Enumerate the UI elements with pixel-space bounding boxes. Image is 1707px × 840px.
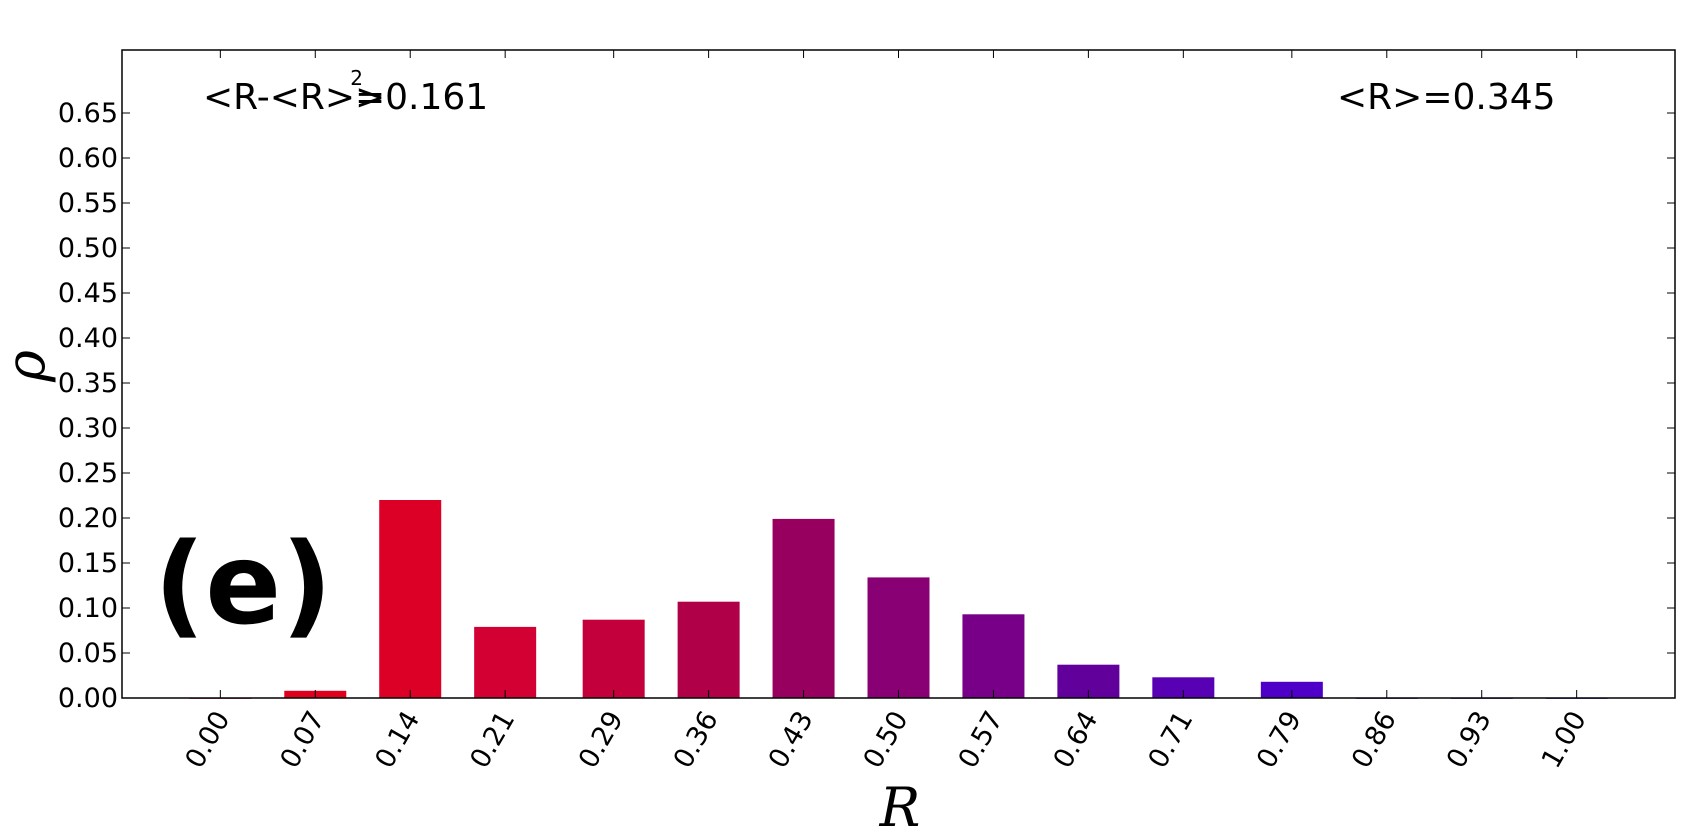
x-tick-label-0.21: 0.21 — [464, 706, 521, 774]
mean-annotation: <R>=0.345 — [1337, 77, 1556, 118]
x-tick-label-0.43: 0.43 — [763, 706, 820, 774]
y-tick-label-0.20: 0.20 — [58, 503, 118, 534]
panel-label: (e) — [154, 520, 332, 650]
bar-0.21 — [474, 626, 537, 698]
bar-0.14 — [379, 500, 442, 698]
bar-0.50 — [867, 577, 930, 698]
x-tick-label-0.50: 0.50 — [858, 706, 915, 774]
x-tick-label-0.07: 0.07 — [274, 706, 331, 774]
x-tick-label-0.29: 0.29 — [573, 706, 630, 774]
x-tick-label-0.36: 0.36 — [668, 706, 725, 774]
y-tick-label-0.15: 0.15 — [58, 548, 118, 579]
y-tick-label-0.10: 0.10 — [58, 593, 118, 624]
x-tick-label-0.86: 0.86 — [1346, 706, 1403, 774]
x-tick-label-0.93: 0.93 — [1441, 706, 1498, 774]
bar-0.43 — [772, 518, 835, 698]
x-tick-label-1.00: 1.00 — [1536, 706, 1593, 774]
bar-0.79 — [1260, 681, 1323, 698]
x-tick-label-0.14: 0.14 — [369, 706, 426, 774]
plot-frame — [121, 49, 1676, 699]
x-tick-label-0.57: 0.57 — [953, 706, 1010, 774]
variance-value: =0.161 — [355, 77, 488, 118]
y-tick-label-0.45: 0.45 — [58, 278, 118, 309]
x-tick-label-0.00: 0.00 — [179, 706, 236, 774]
y-tick-label-0.60: 0.60 — [58, 143, 118, 174]
y-tick-label-0.30: 0.30 — [58, 413, 118, 444]
y-tick-label-0.50: 0.50 — [58, 233, 118, 264]
y-axis-label: ρ — [0, 350, 57, 383]
variance-text: <R-<R>> — [203, 77, 385, 118]
y-tick-label-0.65: 0.65 — [58, 98, 118, 129]
bar-0.71 — [1152, 677, 1215, 698]
bar-0.36 — [677, 601, 740, 698]
y-axis-ticks: 0.00 0.05 0.10 0.15 0.20 0.25 0.30 0.35 0.40 0.45… — [58, 98, 1675, 714]
y-tick-label-0.55: 0.55 — [58, 188, 118, 219]
x-tick-label-0.71: 0.71 — [1142, 706, 1199, 774]
x-tick-label-0.79: 0.79 — [1251, 706, 1308, 774]
x-axis-label: R — [879, 776, 921, 839]
variance-power: 2 — [350, 66, 363, 90]
variance-annotation: <R-<R>>2=0.161 — [203, 66, 488, 118]
y-tick-label-0.05: 0.05 — [58, 638, 118, 669]
bars-group — [189, 500, 1608, 699]
y-tick-label-0.00: 0.00 — [58, 683, 118, 714]
y-tick-label-0.35: 0.35 — [58, 368, 118, 399]
x-tick-label-0.64: 0.64 — [1048, 706, 1105, 774]
y-tick-label-0.40: 0.40 — [58, 323, 118, 354]
y-tick-label-0.25: 0.25 — [58, 458, 118, 489]
bar-0.29 — [582, 619, 645, 698]
bar-0.57 — [962, 614, 1025, 698]
